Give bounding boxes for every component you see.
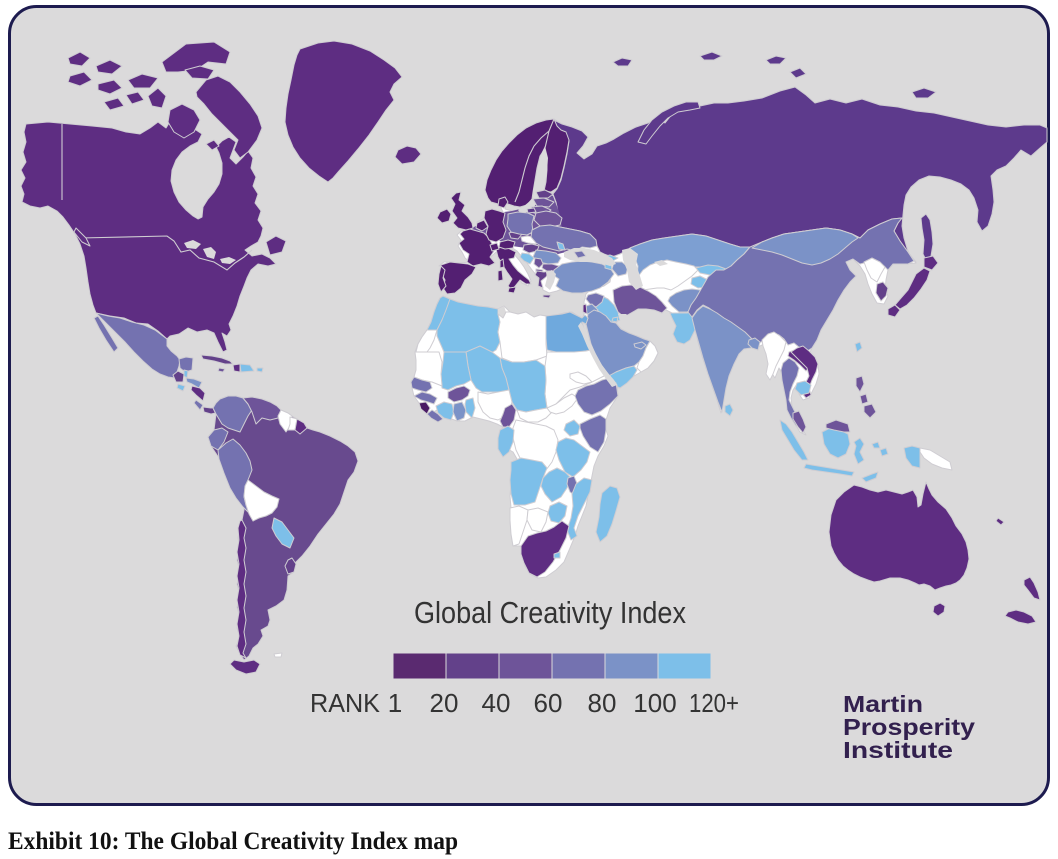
svg-text:60: 60 [534, 688, 563, 718]
svg-text:1: 1 [388, 688, 402, 718]
svg-text:20: 20 [430, 688, 459, 718]
svg-text:Global Creativity Index: Global Creativity Index [414, 595, 686, 630]
svg-text:Exhibit 10: The Global Creativ: Exhibit 10: The Global Creativity Index … [8, 828, 458, 855]
svg-text:80: 80 [588, 688, 617, 718]
svg-text:Martin: Martin [843, 691, 923, 717]
svg-text:Institute: Institute [843, 737, 953, 763]
svg-text:40: 40 [482, 688, 511, 718]
svg-text:120+: 120+ [689, 688, 739, 718]
svg-text:Prosperity: Prosperity [843, 714, 975, 740]
svg-text:RANK: RANK [310, 688, 381, 718]
svg-text:100: 100 [633, 688, 676, 718]
